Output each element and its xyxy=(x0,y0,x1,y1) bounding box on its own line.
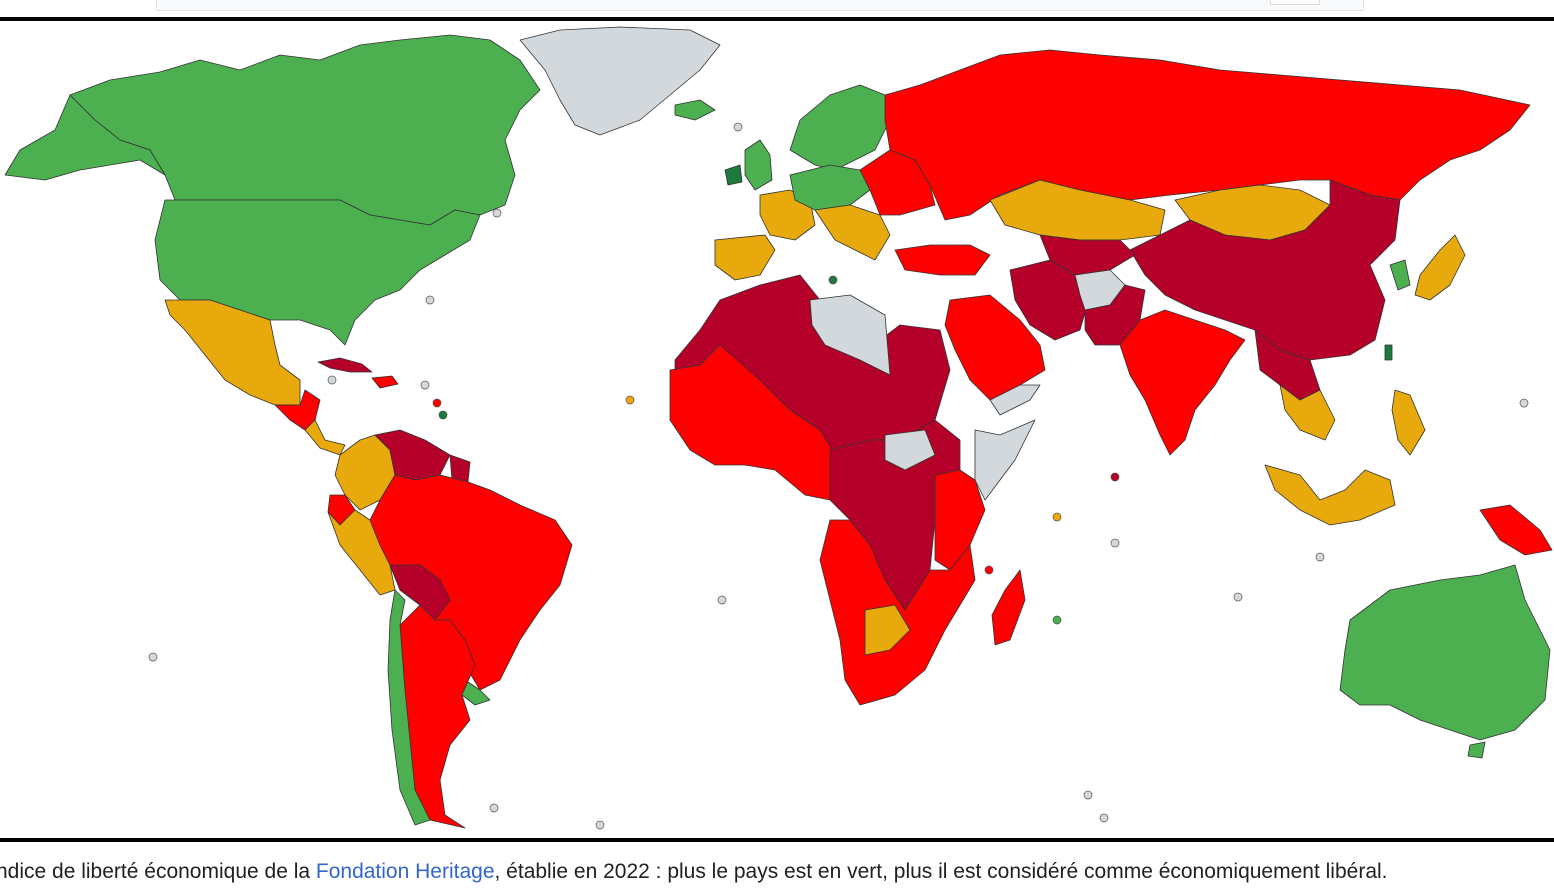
island-marker xyxy=(492,208,502,218)
island-marker xyxy=(1519,398,1529,408)
region-canada xyxy=(69,34,541,226)
island-marker xyxy=(1233,592,1243,602)
region-korea xyxy=(1389,259,1411,291)
region-italy-balkans xyxy=(814,204,891,261)
region-uk xyxy=(744,139,773,191)
region-tasmania xyxy=(1467,741,1486,759)
region-alaska xyxy=(4,94,166,181)
island-marker xyxy=(1052,512,1062,522)
island-marker xyxy=(327,375,337,385)
region-japan xyxy=(1414,234,1466,301)
island-marker xyxy=(625,395,635,405)
caption-suffix: , établie en 2022 : plus le pays est en … xyxy=(494,860,1388,883)
region-indonesia xyxy=(1264,464,1396,526)
region-png xyxy=(1479,504,1553,556)
world-map xyxy=(0,17,1554,842)
caption-prefix: ndice de liberté économique de la xyxy=(0,860,316,883)
toolbar-pill[interactable] xyxy=(1270,0,1320,5)
island-marker xyxy=(828,275,838,285)
region-cuba xyxy=(317,357,373,373)
region-india xyxy=(1119,309,1246,456)
island-marker xyxy=(148,652,158,662)
region-costa-rica-panama xyxy=(304,419,346,456)
island-marker xyxy=(733,122,743,132)
region-madagascar xyxy=(991,569,1026,646)
region-chile xyxy=(387,589,431,826)
region-ireland xyxy=(724,164,743,186)
region-libya xyxy=(809,294,891,376)
region-central-europe xyxy=(789,164,871,211)
map-caption: ndice de liberté économique de la Fondat… xyxy=(0,860,1554,884)
island-marker xyxy=(717,595,727,605)
world-map-svg xyxy=(4,26,1553,830)
region-greenland xyxy=(519,26,721,136)
region-iceland xyxy=(674,99,716,121)
island-marker xyxy=(425,295,435,305)
island-marker xyxy=(432,398,442,408)
island-marker xyxy=(984,565,994,575)
island-marker xyxy=(438,410,448,420)
region-iberia xyxy=(714,234,776,281)
island-marker xyxy=(489,803,499,813)
small-islands xyxy=(148,122,1529,830)
region-botswana xyxy=(864,604,911,656)
island-marker xyxy=(420,380,430,390)
island-marker xyxy=(1099,813,1109,823)
caption-link-fondation-heritage[interactable]: Fondation Heritage xyxy=(315,860,495,883)
island-marker xyxy=(1083,790,1093,800)
island-marker xyxy=(595,820,605,830)
region-turkey xyxy=(894,244,991,276)
region-iran xyxy=(1009,259,1091,341)
region-china xyxy=(1129,179,1401,361)
island-marker xyxy=(1110,538,1120,548)
region-thailand-vietnam xyxy=(1279,384,1336,441)
region-yemen xyxy=(989,384,1041,416)
region-taiwan xyxy=(1384,344,1393,361)
region-hispaniola xyxy=(371,375,399,389)
region-scandinavia xyxy=(789,84,891,171)
region-south-sudan xyxy=(884,429,936,471)
island-marker xyxy=(1052,615,1062,625)
island-marker xyxy=(1110,472,1120,482)
region-horn-africa xyxy=(974,419,1036,501)
region-central-america xyxy=(274,389,321,431)
address-field[interactable] xyxy=(156,0,1364,11)
island-marker xyxy=(1315,552,1325,562)
region-philippines xyxy=(1391,389,1426,456)
browser-top-strip xyxy=(0,0,1554,18)
region-australia xyxy=(1339,564,1551,741)
region-bolivia xyxy=(389,564,451,621)
